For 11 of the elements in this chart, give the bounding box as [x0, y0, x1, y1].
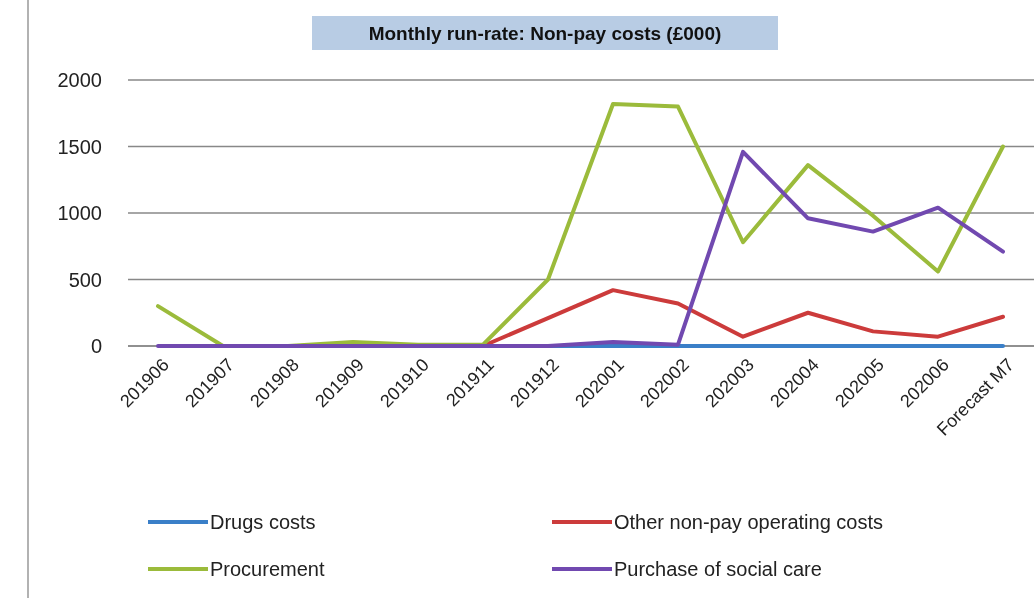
- y-tick-label: 2000: [57, 69, 102, 91]
- legend-label: Drugs costs: [210, 511, 316, 533]
- chart-title: Monthly run-rate: Non-pay costs (£000): [368, 23, 722, 44]
- legend-label: Purchase of social care: [614, 558, 822, 580]
- y-tick-label: 500: [68, 268, 102, 291]
- legend-label: Procurement: [210, 558, 325, 580]
- y-tick-label: 1000: [57, 202, 102, 224]
- y-tick-label: 1500: [57, 135, 102, 158]
- line-series: [156, 149, 1005, 348]
- y-tick-label: 0: [90, 335, 102, 357]
- legend-label: Other non-pay operating costs: [614, 511, 884, 533]
